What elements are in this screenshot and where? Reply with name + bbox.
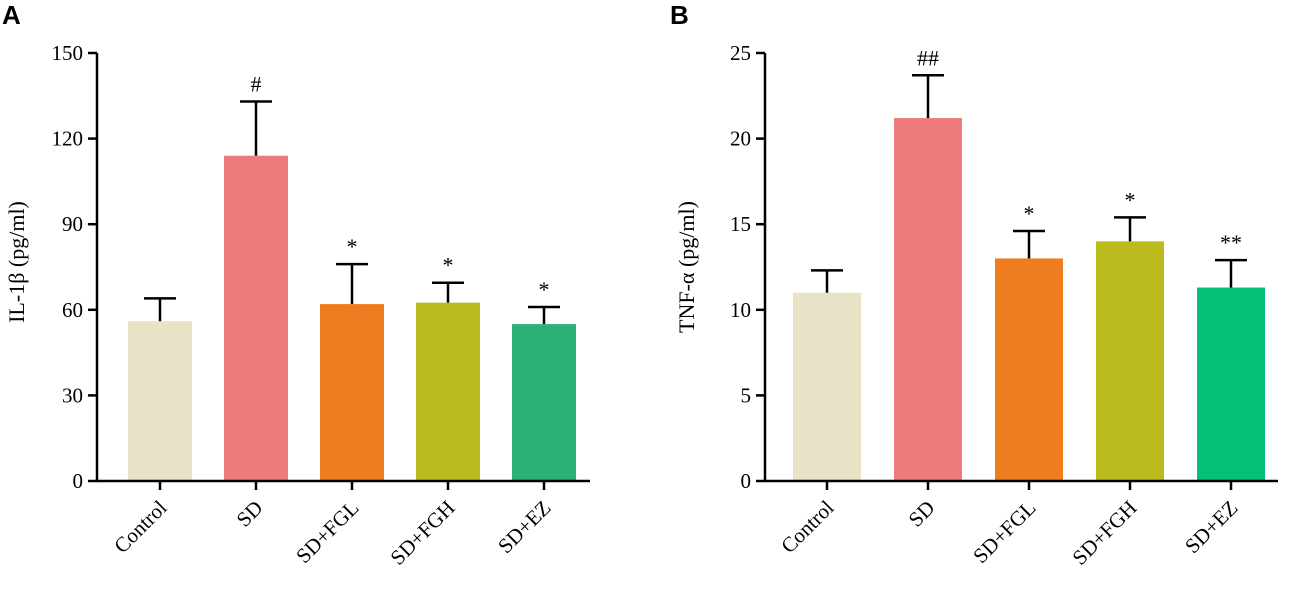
bar-b-2 [894,118,962,481]
y-axis-title-b: TNF-α (pg/ml) [674,201,699,333]
bar-a-4 [416,302,480,481]
bar-b-3 [995,258,1063,481]
significance-label-b-5: ** [1220,230,1242,255]
y-axis-title-a: IL-1β (pg/ml) [4,201,29,323]
y-tick-label-a: 60 [62,298,83,322]
significance-label-b-2: ## [917,45,939,70]
category-label-b-3: SD+FGL [968,496,1040,568]
y-tick-label-b: 10 [730,298,751,322]
category-label-b-4: SD+FGH [1067,496,1141,570]
significance-label-a-2: # [251,72,262,97]
y-tick-label-a: 120 [52,127,84,151]
category-label-a-4: SD+FGH [385,496,459,570]
significance-label-b-3: * [1024,201,1035,226]
significance-label-a-4: * [443,253,454,278]
bar-b-1 [793,292,861,481]
category-label-a-2: SD [232,496,268,532]
y-tick-label-b: 5 [741,383,752,407]
bar-b-4 [1096,241,1164,481]
category-label-a-1: Control [109,495,171,557]
category-label-a-3: SD+FGL [291,496,363,568]
bar-a-2 [224,155,288,481]
category-label-b-1: Control [776,495,838,557]
bar-a-5 [512,324,576,481]
bar-a-3 [320,304,384,481]
significance-label-a-5: * [539,277,550,302]
y-tick-label-a: 0 [73,469,84,493]
panel-a: A IL-1β (pg/ml) 0 30 60 90 120 150 # * * * Contr… [2,0,590,570]
y-tick-label-b: 0 [741,469,752,493]
panel-label-a: A [2,0,21,30]
y-tick-label-a: 150 [52,41,84,65]
significance-label-a-3: * [347,234,358,259]
y-tick-label-b: 20 [730,127,751,151]
category-label-b-2: SD [904,496,940,532]
significance-label-b-4: * [1125,187,1136,212]
bar-b-5 [1197,287,1265,481]
category-label-a-5: SD+EZ [493,496,555,558]
y-tick-label-b: 25 [730,41,751,65]
bar-a-1 [128,321,192,481]
y-tick-label-a: 90 [62,212,83,236]
category-label-b-5: SD+EZ [1180,496,1242,558]
y-tick-label-b: 15 [730,212,751,236]
panel-label-b: B [670,0,689,30]
y-tick-label-a: 30 [62,383,83,407]
